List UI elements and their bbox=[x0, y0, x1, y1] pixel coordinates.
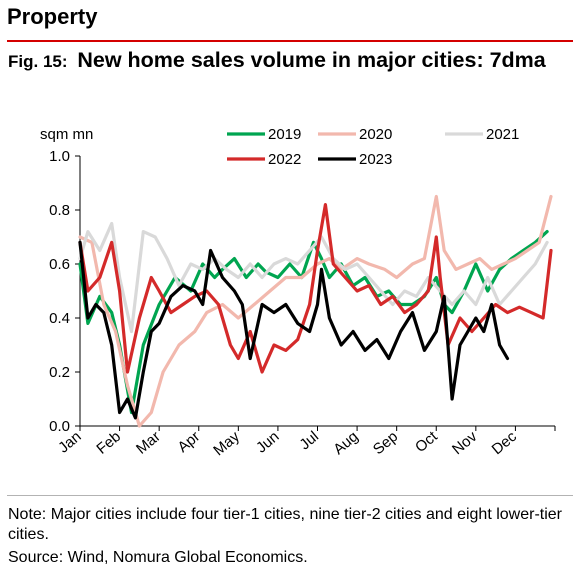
series-group bbox=[78, 194, 553, 428]
y-tick-label: 0.6 bbox=[49, 256, 70, 273]
figure-main-title: New home sales volume in major cities: 7… bbox=[77, 48, 546, 72]
x-tick-label: May bbox=[210, 428, 243, 460]
legend-label-2020: 2020 bbox=[359, 126, 392, 143]
legend-label-2023: 2023 bbox=[359, 151, 392, 168]
y-tick-label: 0.2 bbox=[49, 364, 70, 381]
y-tick-label: 0.0 bbox=[49, 418, 70, 435]
figure-title: Fig. 15: New home sales volume in major … bbox=[8, 48, 573, 74]
y-axis-unit-label: sqm mn bbox=[40, 126, 93, 143]
footnote: Note: Major cities include four tier-1 c… bbox=[8, 506, 563, 543]
legend-label-2019: 2019 bbox=[268, 126, 301, 143]
x-tick-label: Aug bbox=[330, 428, 361, 458]
legend-label-2022: 2022 bbox=[268, 151, 301, 168]
x-tick-label: Oct bbox=[412, 428, 441, 457]
y-tick-label: 0.4 bbox=[49, 310, 70, 327]
x-tick-label: Jul bbox=[296, 428, 322, 453]
x-tick-label: Jun bbox=[253, 428, 282, 457]
figure-top-rule bbox=[7, 40, 573, 42]
y-tick-label: 0.8 bbox=[49, 202, 70, 219]
y-tick-label: 1.0 bbox=[49, 148, 70, 165]
x-tick-label: Feb bbox=[93, 428, 124, 458]
legend: 2019 2020 2021 2022 2023 bbox=[227, 126, 519, 168]
x-tick-label: Apr bbox=[175, 428, 204, 456]
x-tick-label: Sep bbox=[370, 428, 401, 458]
figure-label: Fig. 15: bbox=[8, 52, 68, 71]
x-tick-label: Nov bbox=[449, 428, 481, 458]
legend-label-2021: 2021 bbox=[486, 126, 519, 143]
series-line-2021 bbox=[78, 221, 549, 334]
x-tick-label: Mar bbox=[133, 428, 164, 458]
note-rule bbox=[7, 495, 573, 496]
section-heading: Property bbox=[7, 4, 98, 29]
x-tick-label: Dec bbox=[489, 428, 521, 458]
source-line: Source: Wind, Nomura Global Economics. bbox=[8, 549, 308, 566]
series-line-2023 bbox=[78, 240, 510, 420]
series-line-2020 bbox=[78, 194, 553, 428]
series-line-2022 bbox=[78, 202, 553, 374]
